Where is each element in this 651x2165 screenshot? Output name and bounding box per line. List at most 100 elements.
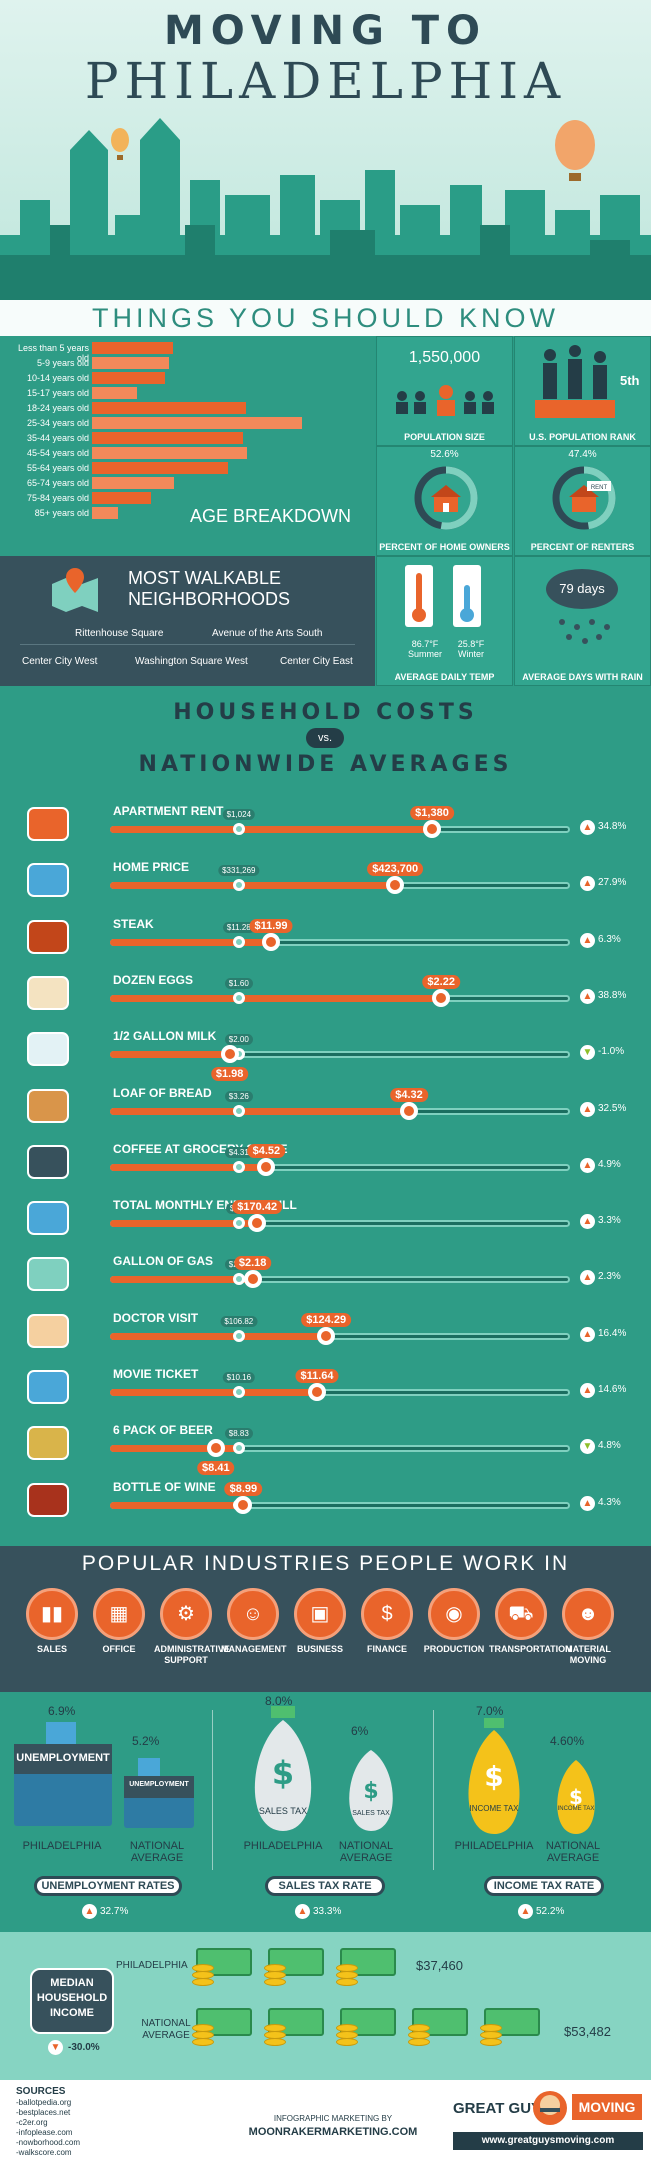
- coin-icon: [408, 2038, 430, 2046]
- source-item[interactable]: -infoplease.com: [16, 2128, 73, 2137]
- age-label: 5-9 years old: [36, 358, 89, 368]
- cost-label: 1/2 GALLON MILK: [113, 1029, 217, 1044]
- unemp-phi-value: 6.9%: [48, 1704, 76, 1718]
- brand-right: MOVING: [572, 2094, 642, 2120]
- owners-caption: PERCENT OF HOME OWNERS: [379, 542, 510, 552]
- bar-chart-icon: ▮▮: [26, 1588, 78, 1640]
- up-arrow-icon: ▲: [82, 1904, 97, 1919]
- source-item[interactable]: -c2er.org: [16, 2118, 48, 2127]
- winter-temp: 25.8°F: [457, 639, 485, 649]
- neighborhood-3: Center City West: [22, 656, 98, 667]
- cost-fill: [110, 994, 442, 1002]
- briefcase-icon: ▣: [294, 1588, 346, 1640]
- briefcase-icons: [14, 1722, 194, 1828]
- coin-icon: [192, 1978, 214, 1986]
- gold-bag-icons: $ $: [468, 1718, 595, 1834]
- cost-label: STEAK: [113, 916, 154, 931]
- philadelphia-marker: [248, 1214, 267, 1233]
- balloon-icon: [555, 120, 595, 181]
- philadelphia-marker: [386, 876, 405, 895]
- rain-cell: 79 days AVERAGE DAYS WITH RAIN: [514, 556, 651, 686]
- unemp-case-small: UNEMPLOYMENT: [129, 1781, 189, 1788]
- population-value: 1,550,000: [408, 349, 481, 366]
- cost-fill: [110, 882, 396, 890]
- age-label: 85+ years old: [34, 508, 89, 518]
- percent-diff: 27.9%: [598, 877, 627, 889]
- cost-icon: [22, 1309, 74, 1353]
- rain-caption: AVERAGE DAYS WITH RAIN: [522, 672, 643, 682]
- national-marker: [232, 1386, 245, 1398]
- map-pin-icon: [52, 568, 98, 612]
- industry-item: ☺ MANAGEMENT: [221, 1588, 287, 1655]
- age-bar: [92, 357, 169, 369]
- down-arrow-icon: ▼: [580, 1439, 595, 1455]
- unemp-case-label: UNEMPLOYMENT: [16, 1752, 110, 1764]
- cost-fill: [110, 1276, 253, 1284]
- cost-row: DOCTOR VISIT $106.82 $124.29 ▲ 16.4%: [0, 1311, 651, 1367]
- income-tax-panel: 7.0% 4.60% $ $ INCOME TAX INCOME TAX PHI…: [434, 1692, 651, 1932]
- philadelphia-marker: [432, 988, 451, 1007]
- unemployment-panel: 6.9% 5.2% UNEMPLOYMENT UNEMPLOYMENT PHIL…: [0, 1692, 212, 1932]
- up-arrow-icon: ▲: [580, 820, 595, 835]
- philadelphia-marker: [308, 1383, 326, 1401]
- industry-item: ▣ BUSINESS: [288, 1588, 352, 1655]
- percent-diff: -1.0%: [598, 1046, 625, 1058]
- industry-label: MANAGEMENT: [221, 1644, 287, 1654]
- national-marker: [232, 1329, 245, 1342]
- source-item[interactable]: -walkscore.com: [16, 2148, 72, 2157]
- owners-ring-icon: [414, 466, 478, 530]
- summer-label: Summer: [407, 649, 442, 659]
- up-arrow-icon: ▲: [580, 1101, 595, 1117]
- industry-label: BUSINESS: [296, 1644, 343, 1654]
- phi-income-label: PHILADELPHIA: [116, 1960, 188, 1971]
- cost-row: 6 PACK OF BEER $8.83 $8.41 ▼ 4.8%: [0, 1423, 651, 1479]
- sales-tax-panel: 8.0% 6% $ $ SALES TAX SALES TAX PHILADEL…: [213, 1692, 433, 1932]
- cost-label: DOCTOR VISIT: [113, 1310, 199, 1325]
- coin-icon: [192, 2038, 214, 2046]
- source-item[interactable]: -nowborhood.com: [16, 2138, 81, 2147]
- cost-fill: [110, 826, 432, 833]
- percent-diff: 16.4%: [598, 1327, 627, 1339]
- cost-row: STEAK $11.28 $11.99 ▲ 6.3%: [0, 917, 651, 973]
- income-phi-value: 7.0%: [476, 1704, 504, 1718]
- cost-fill: [110, 1107, 409, 1115]
- sales-bag-label: SALES TAX: [258, 1806, 308, 1816]
- income-title: INCOME TAX RATE: [484, 1876, 604, 1896]
- cost-icon: [22, 1252, 74, 1296]
- national-value: $1,024: [222, 809, 256, 820]
- philadelphia-marker: [262, 932, 280, 951]
- mascot-icon: [533, 2091, 567, 2125]
- age-bar: [92, 492, 151, 504]
- svg-text:$: $: [484, 1760, 503, 1793]
- source-item[interactable]: -ballotpedia.org: [16, 2098, 72, 2107]
- income-nat-label: NATIONAL AVERAGE: [545, 1840, 601, 1864]
- rain-value: 79 days: [559, 581, 605, 596]
- coin-icon: [264, 1978, 286, 1986]
- cost-label: HOME PRICE: [113, 860, 190, 875]
- age-label: 75-84 years old: [26, 493, 89, 503]
- unemp-phi-label: PHILADELPHIA: [22, 1840, 102, 1852]
- cost-row: DOZEN EGGS $1.60 $2.22 ▲ 38.8%: [0, 973, 651, 1029]
- cost-icon: [22, 858, 74, 902]
- age-title: AGE BREAKDOWN: [190, 506, 352, 526]
- sales-nat-label: NATIONAL AVERAGE: [338, 1840, 394, 1864]
- credit-line-2[interactable]: MOONRAKERMARKETING.COM: [248, 2126, 418, 2138]
- industry-item: ⚙ ADMINISTRATIVE SUPPORT: [154, 1588, 230, 1666]
- philadelphia-marker: [400, 1101, 418, 1120]
- age-bar: [92, 477, 174, 489]
- age-bar: [92, 402, 246, 414]
- cost-fill: [110, 1445, 239, 1453]
- cost-fill: [110, 1051, 239, 1059]
- temp-cell: 86.7°F Summer 25.8°F Winter AVERAGE DAILY …: [376, 556, 513, 686]
- national-value: $106.82: [220, 1315, 258, 1327]
- philadelphia-value: $1.98: [210, 1067, 249, 1082]
- philadelphia-value: $4.32: [390, 1087, 428, 1102]
- source-item[interactable]: -bestplaces.net: [16, 2108, 71, 2117]
- income-title-1: MEDIAN: [50, 1977, 94, 1989]
- rank-cell: 5th U.S. POPULATION RANK: [514, 336, 651, 446]
- philadelphia-value: $2.22: [422, 974, 460, 989]
- cost-icon: [22, 1421, 74, 1465]
- sales-nat-value: 6%: [351, 1724, 369, 1738]
- cost-icon: [22, 1196, 74, 1240]
- neighborhood-5: Center City East: [280, 656, 353, 667]
